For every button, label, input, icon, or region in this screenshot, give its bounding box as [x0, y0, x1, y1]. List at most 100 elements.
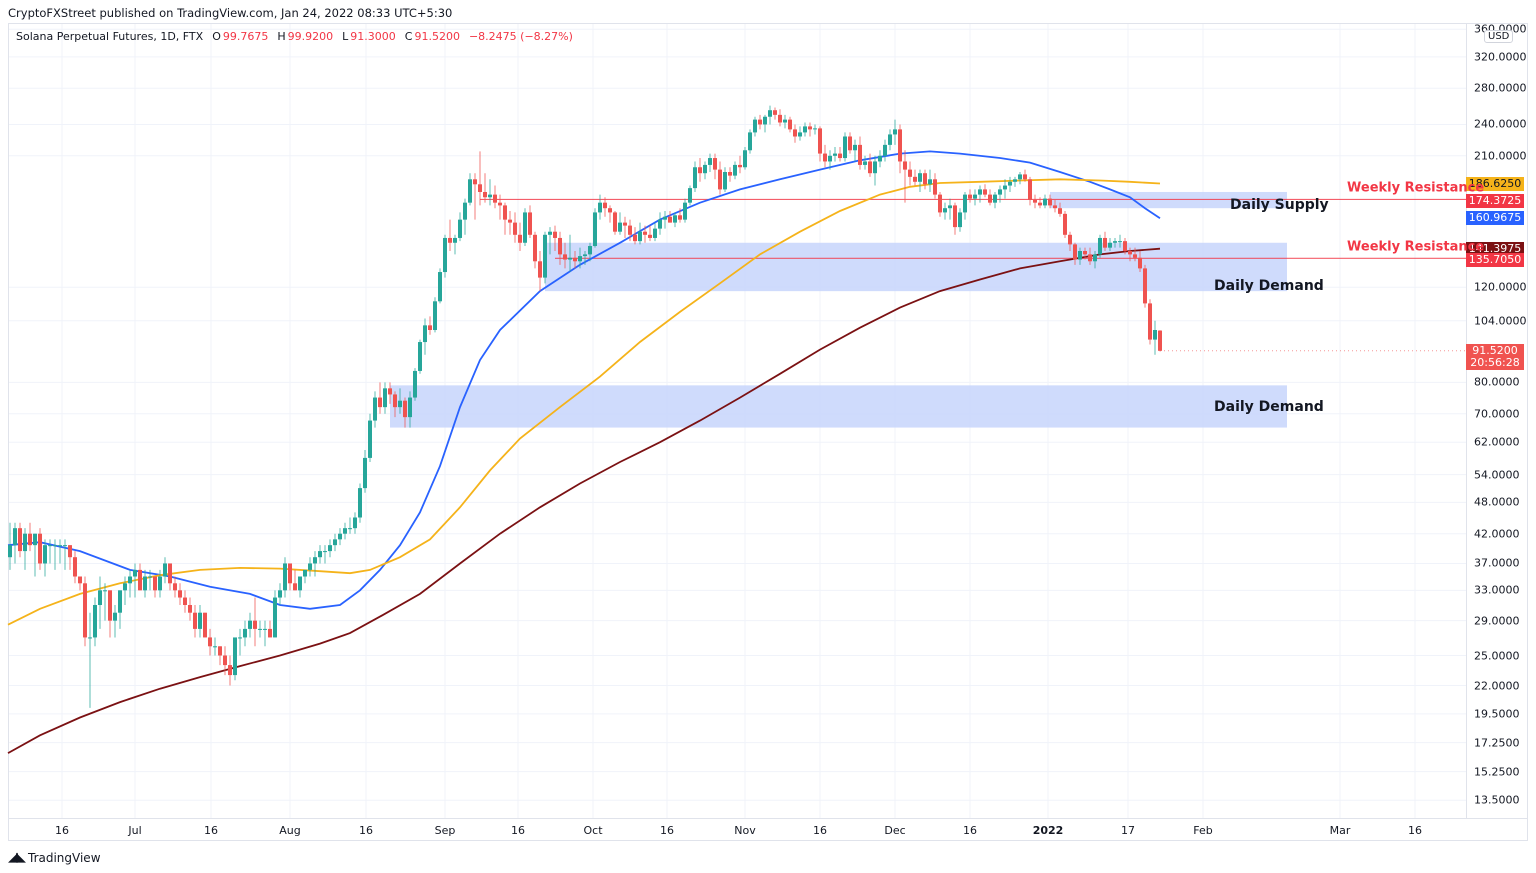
candle-body — [103, 590, 107, 592]
price-tick: 54.0000 — [1474, 468, 1520, 482]
candle-body — [918, 173, 922, 182]
candle-body — [353, 517, 357, 529]
candle-body — [458, 219, 462, 238]
tradingview-logo-icon: ◢◣ — [8, 850, 26, 865]
candle-body — [953, 205, 957, 228]
candle-body — [1143, 268, 1147, 304]
candle-body — [648, 234, 652, 238]
candle-body — [603, 202, 607, 209]
candle-body — [703, 164, 707, 174]
candle-body — [933, 179, 937, 195]
price-tick: 17.2500 — [1474, 736, 1520, 750]
candle-body — [628, 225, 632, 235]
weekly-resistance-label-1: Weekly Resistance — [1347, 180, 1485, 196]
candle-body — [253, 620, 257, 629]
candle-body — [1003, 185, 1007, 190]
candle-body — [843, 136, 847, 159]
candle-body — [363, 457, 367, 489]
candle-body — [453, 237, 457, 243]
candle-body — [1078, 251, 1082, 260]
candle-body — [358, 488, 362, 518]
candle-body — [278, 590, 282, 598]
candle-body — [798, 132, 802, 137]
price-tick: 13.5000 — [1474, 793, 1520, 807]
candle-body — [188, 604, 192, 613]
zone-rect — [545, 242, 1287, 292]
candle-body — [778, 114, 782, 123]
candle-body — [58, 545, 62, 547]
candle-body — [713, 158, 717, 170]
candle-body — [73, 557, 77, 577]
candle-body — [593, 212, 597, 247]
candle-body — [1058, 208, 1062, 214]
candle-body — [93, 604, 97, 638]
candle-body — [163, 563, 167, 577]
candle-body — [1088, 254, 1092, 262]
candle-body — [178, 590, 182, 598]
candle-body — [318, 551, 322, 558]
daily-demand-label-2: Daily Demand — [1214, 399, 1324, 415]
weekly-resistance-label-2: Weekly Resistance — [1347, 239, 1485, 255]
currency-badge[interactable]: USD — [1484, 30, 1514, 43]
candle-body — [968, 194, 972, 199]
daily-supply-label: Daily Supply — [1230, 197, 1329, 213]
candle-body — [638, 231, 642, 242]
candle-body — [763, 116, 767, 125]
candle-body — [483, 191, 487, 198]
candle-body — [588, 246, 592, 255]
price-tick: 70.0000 — [1474, 407, 1520, 421]
candle-body — [498, 202, 502, 206]
candle-body — [1013, 179, 1017, 182]
price-label-badge: 174.3725 — [1466, 194, 1524, 209]
bar-countdown: 20:56:28 — [1470, 355, 1520, 369]
candle-body — [1108, 242, 1112, 248]
candle-body — [1043, 198, 1047, 206]
candle-body — [68, 545, 72, 558]
candle-body — [723, 171, 727, 190]
candle-body — [683, 202, 687, 220]
candle-body — [143, 576, 147, 591]
close-value: 91.5200 — [414, 30, 460, 43]
time-tick: 16 — [511, 824, 525, 837]
candle-body — [463, 202, 467, 220]
candle-body — [943, 208, 947, 213]
candle-body — [8, 545, 12, 558]
time-tick: Aug — [279, 824, 301, 837]
candle-body — [53, 545, 57, 547]
candle-body — [473, 179, 477, 185]
price-label-badge: 160.9675 — [1466, 211, 1524, 226]
candle-body — [838, 153, 842, 159]
price-label-badge: 135.7050 — [1466, 253, 1524, 268]
candle-body — [523, 212, 527, 243]
candle-body — [408, 397, 412, 418]
time-tick: 17 — [1121, 824, 1135, 837]
candle-body — [478, 184, 482, 192]
price-tick: 29.0000 — [1474, 614, 1520, 628]
candle-body — [923, 173, 927, 185]
candle-body — [518, 234, 522, 243]
candle-body — [428, 325, 432, 331]
candle-body — [268, 628, 272, 638]
price-tick: 120.0000 — [1474, 280, 1527, 294]
candle-body — [748, 132, 752, 151]
candle-body — [203, 612, 207, 638]
candle-body — [198, 612, 202, 629]
price-tick: 48.0000 — [1474, 495, 1520, 509]
candle-body — [543, 234, 547, 278]
low-label: L — [342, 30, 349, 43]
candle-body — [768, 110, 772, 117]
time-axis[interactable] — [8, 818, 1528, 842]
candle-body — [1113, 241, 1117, 243]
time-tick: 16 — [359, 824, 373, 837]
candle-body — [718, 169, 722, 190]
price-axis[interactable] — [1466, 23, 1529, 818]
publisher-line: CryptoFXStreet published on TradingView.… — [8, 6, 453, 20]
tradingview-brand[interactable]: ◢◣ TradingView — [8, 850, 101, 865]
time-tick: 2022 — [1032, 824, 1064, 837]
candle-body — [808, 126, 812, 130]
candle-body — [113, 612, 117, 621]
candle-body — [98, 590, 102, 605]
candle-body — [248, 620, 252, 629]
candle-body — [668, 216, 672, 223]
